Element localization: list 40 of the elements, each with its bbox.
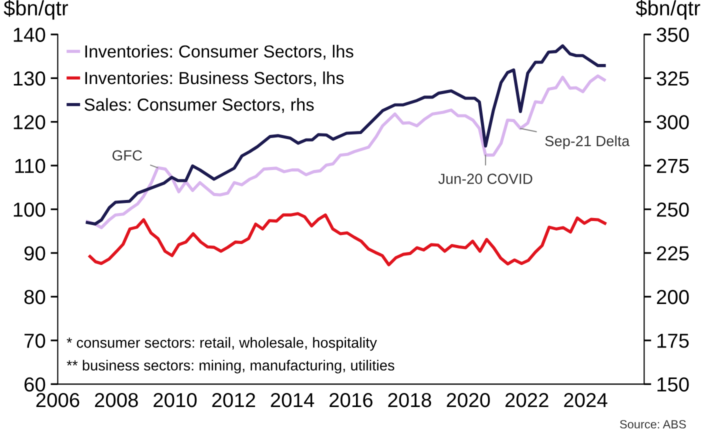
x-tick-label: 2024 (564, 392, 608, 408)
y2-tick-label: 175 (658, 334, 689, 348)
annotation: Sep-21 Delta (545, 136, 630, 150)
y2-tick-label: 250 (656, 202, 689, 217)
x-tick-label: 2008 (94, 392, 138, 408)
y2-tick-label: 300 (656, 115, 689, 130)
y2-tick-label: 225 (656, 246, 689, 260)
x-tick-label: 2016 (330, 392, 372, 408)
y-tick-label: 60 (24, 377, 46, 392)
x-tick-label: 2022 (505, 392, 548, 408)
y2-tick-label: 150 (658, 377, 689, 392)
x-tick-label: 2014 (270, 392, 314, 408)
x-tick-label: 2010 (154, 392, 197, 408)
y2-axis-title: $bn/qtr (636, 0, 700, 20)
y2-tick-label: 200 (656, 290, 689, 304)
legend-label: Inventories: Business Sectors, lhs (85, 71, 344, 86)
x-tick-label: 2012 (212, 392, 256, 408)
source-note: Source: ABS (620, 420, 686, 428)
y-tick-label: 130 (14, 71, 46, 86)
y2-tick-label: 325 (656, 71, 689, 86)
x-tick-label: 2006 (36, 392, 80, 408)
y-tick-label: 140 (14, 28, 46, 42)
y2-tick-label: 350 (656, 28, 689, 42)
line-series (88, 212, 606, 266)
legend-label: Sales: Consumer Sectors, rhs (84, 98, 314, 113)
y-tick-label: 70 (24, 334, 46, 348)
y-tick-label: 80 (24, 290, 46, 304)
legend-label: Inventories: Consumer Sectors, lhs (85, 44, 354, 60)
x-tick-label: 2020 (446, 392, 490, 408)
annotation: Jun-20 COVID (438, 174, 532, 184)
annotation: ** business sectors: mining, manufacturing, utilities (66, 360, 394, 374)
annotation: * consumer sectors: retail, wholesale, hospitality (66, 337, 377, 351)
annotation: GFC (112, 150, 142, 161)
y-tick-label: 120 (14, 115, 46, 130)
y-tick-label: 90 (24, 246, 46, 260)
y-tick-label: 100 (14, 202, 46, 217)
y-axis-title: $bn/qtr (4, 0, 68, 20)
y-tick-label: 110 (15, 158, 46, 174)
x-tick-label: 2018 (388, 392, 432, 408)
y2-tick-label: 275 (656, 158, 689, 174)
